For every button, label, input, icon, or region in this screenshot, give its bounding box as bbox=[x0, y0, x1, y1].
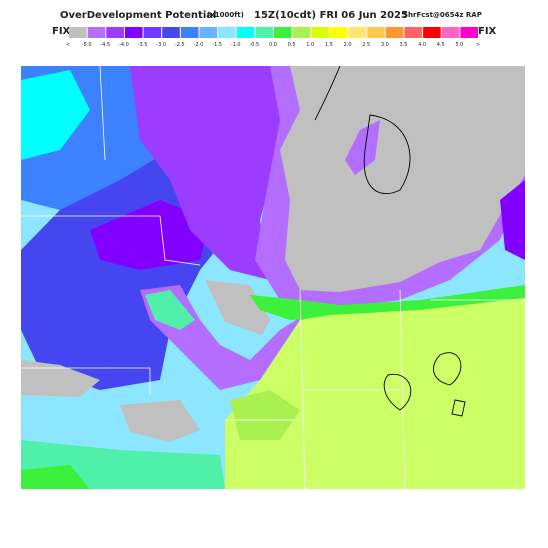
colorbar-label: -4.5 bbox=[100, 42, 110, 48]
units: (x1000ft) bbox=[207, 11, 244, 19]
colorbar-swatch bbox=[329, 27, 348, 38]
colorbar-swatch bbox=[180, 27, 199, 38]
colorbar-swatch bbox=[69, 27, 87, 38]
colorbar-label: 1.5 bbox=[325, 42, 333, 48]
colorbar-swatch bbox=[423, 27, 441, 38]
colorbar-label: -0.5 bbox=[249, 42, 259, 48]
colorbar-label: -1.5 bbox=[212, 42, 222, 48]
title: OverDevelopment Potential bbox=[60, 10, 216, 21]
field bbox=[345, 120, 380, 175]
field bbox=[230, 390, 300, 440]
colorbar-swatch bbox=[255, 27, 273, 38]
field bbox=[500, 180, 525, 260]
field bbox=[130, 66, 300, 280]
colorbar-swatch bbox=[236, 27, 255, 38]
colorbar-swatch bbox=[274, 27, 292, 38]
map bbox=[21, 66, 525, 489]
colorbar-swatch bbox=[441, 27, 460, 38]
colorbar-swatch bbox=[199, 27, 218, 38]
field bbox=[145, 290, 195, 330]
colorbar-swatch bbox=[460, 27, 478, 38]
contours bbox=[314, 66, 466, 417]
colorbar: < -5.0 -4.5 -4.0 -3.5 -3.0 -2.5 -2.0 -1.5 -1.0 -0.… bbox=[66, 27, 480, 48]
lake-gray bbox=[280, 66, 525, 292]
field bbox=[90, 200, 210, 270]
colorbar-label: 4.0 bbox=[418, 42, 426, 48]
colorbar-label: 0.0 bbox=[269, 42, 277, 48]
colorbar-swatch bbox=[404, 27, 423, 38]
colorbar-label: -2.0 bbox=[194, 42, 204, 48]
colorbar-label: 3.5 bbox=[399, 42, 407, 48]
source: ShrFcst@0654z RAP bbox=[403, 11, 482, 19]
fix-left: FIX bbox=[52, 26, 71, 37]
colorbar-label: 2.0 bbox=[344, 42, 352, 48]
colorbar-swatch bbox=[87, 27, 106, 38]
field bbox=[21, 465, 90, 489]
fix-right: FIX bbox=[478, 26, 497, 37]
colorbar-swatch bbox=[124, 27, 143, 38]
colorbar-swatch bbox=[367, 27, 385, 38]
state-borders bbox=[21, 66, 525, 489]
colorbar-swatch bbox=[311, 27, 329, 38]
colorbar-swatch bbox=[143, 27, 162, 38]
gray-patch bbox=[120, 400, 200, 442]
colorbar-label: 1.0 bbox=[306, 42, 314, 48]
colorbar-label: -4.0 bbox=[119, 42, 129, 48]
colorbar-label: -2.5 bbox=[175, 42, 185, 48]
colorbar-label: -1.0 bbox=[231, 42, 241, 48]
field bbox=[250, 285, 525, 320]
colorbar-label: 3.0 bbox=[381, 42, 389, 48]
colorbar-label: 0.5 bbox=[288, 42, 296, 48]
colorbar-label: -3.5 bbox=[138, 42, 148, 48]
gray-patch bbox=[205, 280, 270, 335]
colorbar-swatch bbox=[162, 27, 180, 38]
colorbar-swatch bbox=[348, 27, 367, 38]
colorbar-label: < bbox=[66, 42, 70, 48]
colorbar-label: 2.5 bbox=[362, 42, 370, 48]
colorbar-label: -5.0 bbox=[82, 42, 92, 48]
field bbox=[225, 298, 525, 489]
field bbox=[21, 70, 90, 160]
valid-time: 15Z(10cdt) FRI 06 Jun 2025 bbox=[254, 10, 408, 21]
colorbar-swatch bbox=[106, 27, 124, 38]
gray-patch bbox=[21, 360, 100, 397]
colorbar-label: -3.0 bbox=[156, 42, 166, 48]
colorbar-label: > bbox=[476, 42, 480, 48]
colorbar-swatch bbox=[385, 27, 404, 38]
colorbar-label: 4.5 bbox=[437, 42, 445, 48]
colorbar-swatch bbox=[218, 27, 236, 38]
colorbar-label: 5.0 bbox=[455, 42, 463, 48]
colorbar-swatch bbox=[292, 27, 311, 38]
